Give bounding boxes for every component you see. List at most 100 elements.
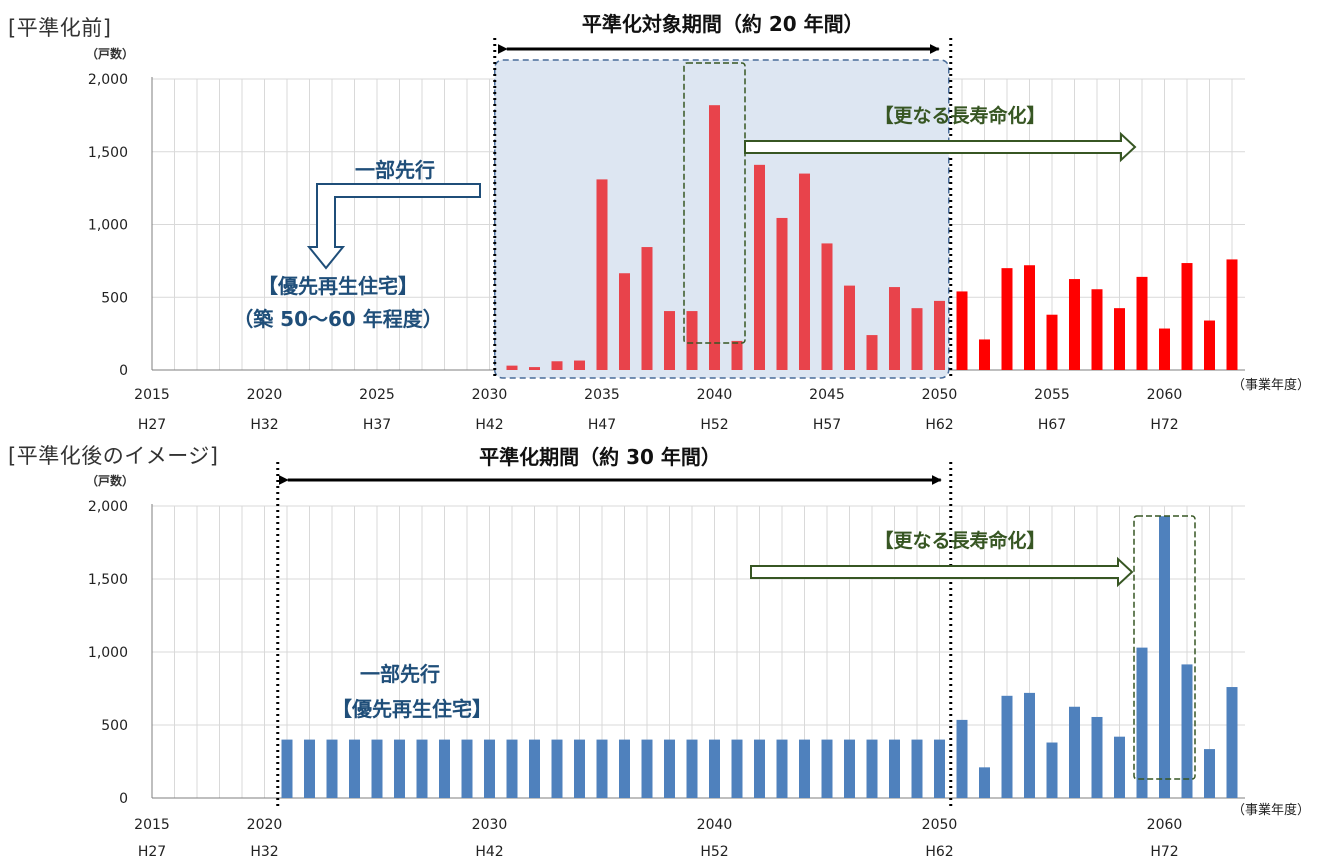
top-bar-2061 xyxy=(1181,263,1193,370)
bottom-bar-2054 xyxy=(1024,692,1035,798)
bottom-bar-2050 xyxy=(934,739,945,798)
top-chart-title: [平準化前] xyxy=(8,16,112,40)
bottom-bar-2031 xyxy=(506,739,518,798)
top-bar-2031 xyxy=(506,365,518,370)
top-ytick-label: 2,000 xyxy=(88,72,128,88)
top-bar-2060 xyxy=(1159,328,1170,370)
top-xtick-label: 2020 xyxy=(247,387,283,403)
bottom-bar-2055 xyxy=(1046,742,1058,798)
top-xtick-label: 2055 xyxy=(1034,387,1070,403)
bottom-ytick-label: 2,000 xyxy=(88,499,128,515)
bottom-xtick-wareki-label: H52 xyxy=(700,844,728,857)
top-bar-2036 xyxy=(619,273,630,370)
bottom-bar-2027 xyxy=(416,739,428,798)
bottom-ytick-label: 500 xyxy=(101,718,128,734)
bottom-xtick-label: 2015 xyxy=(134,817,170,833)
top-bar-2041 xyxy=(731,340,743,370)
bottom-ytick-label: 0 xyxy=(119,791,128,807)
top-bar-2042 xyxy=(754,164,765,370)
bottom-bar-2039 xyxy=(686,739,698,798)
top-bar-2049 xyxy=(911,308,923,370)
top-x-unit: （事業年度） xyxy=(1232,378,1311,393)
bottom-bar-2049 xyxy=(911,739,923,798)
top-chart-annotations: 平準化対象期間（約 20 年間） 【更なる長寿命化】一部先行【優先再生住宅】 （築 … xyxy=(233,12,1137,378)
bottom-xtick-label: 2060 xyxy=(1147,817,1183,833)
bottom-bar-2044 xyxy=(799,739,810,798)
top-bar-2044 xyxy=(799,173,810,370)
bottom-xtick-wareki-label: H32 xyxy=(250,844,278,857)
bottom-bar-2022 xyxy=(304,739,315,798)
bottom-priority-label: 【優先再生住宅】 xyxy=(332,697,492,721)
bottom-bar-2057 xyxy=(1091,716,1103,798)
top-bar-2035 xyxy=(596,179,608,370)
bottom-bar-2032 xyxy=(529,739,540,798)
top-y-unit: （戸数） xyxy=(86,47,135,61)
bottom-bar-2021 xyxy=(281,739,293,798)
bottom-chart-axis-labels: 0 500 1,000 1,500 2,000 2015 H27 2020 H32 2030 H42… xyxy=(88,499,1182,857)
top-xtick-label: 2030 xyxy=(472,387,508,403)
top-xtick-wareki-label: H57 xyxy=(813,417,841,433)
top-chart-axis-labels: 0 500 1,000 1,500 2,000 2015 H27 2020 H32 2025 H37… xyxy=(88,72,1182,433)
top-xtick-wareki-label: H27 xyxy=(138,417,166,433)
bottom-y-unit: （戸数） xyxy=(86,474,135,488)
top-bar-2054 xyxy=(1024,265,1035,370)
bottom-prolong-label: 【更なる長寿命化】 xyxy=(874,529,1045,552)
top-xtick-wareki-label: H37 xyxy=(363,417,391,433)
top-xtick-wareki-label: H42 xyxy=(475,417,503,433)
top-bar-2033 xyxy=(551,361,563,370)
bottom-bar-2023 xyxy=(326,739,338,798)
top-bar-2037 xyxy=(641,247,653,370)
top-xtick-label: 2025 xyxy=(359,387,395,403)
top-ytick-label: 500 xyxy=(101,290,128,306)
top-peak-highlight xyxy=(683,62,746,344)
bottom-prolong-arrow xyxy=(750,556,1134,588)
bottom-bar-2040 xyxy=(709,739,720,798)
bottom-bar-2046 xyxy=(844,739,855,798)
bottom-bar-2028 xyxy=(439,739,450,798)
bottom-bar-2051 xyxy=(956,719,968,798)
top-bar-2053 xyxy=(1001,268,1013,370)
bottom-xtick-label: 2020 xyxy=(247,817,283,833)
bottom-bar-2056 xyxy=(1069,706,1080,798)
top-bar-2056 xyxy=(1069,279,1080,370)
top-bar-2048 xyxy=(889,287,900,370)
bottom-bar-2029 xyxy=(461,739,473,798)
top-bar-2058 xyxy=(1114,308,1125,370)
bottom-bar-2059 xyxy=(1136,647,1148,798)
bottom-bar-2026 xyxy=(394,739,405,798)
bottom-bar-2061 xyxy=(1181,664,1193,798)
top-bar-2055 xyxy=(1046,314,1058,370)
bottom-advance-label: 一部先行 xyxy=(360,662,440,686)
bottom-bar-2034 xyxy=(574,739,585,798)
bottom-xtick-label: 2050 xyxy=(922,817,958,833)
top-target-period-shade xyxy=(494,59,950,379)
top-bar-2032 xyxy=(529,367,540,370)
top-xtick-wareki-label: H67 xyxy=(1038,417,1066,433)
bottom-bar-2060 xyxy=(1159,516,1170,798)
top-ytick-label: 1,000 xyxy=(88,218,128,234)
top-bar-2040 xyxy=(709,105,720,370)
bottom-chart-annotations: 平準化期間（約 30 年間） 【更なる長寿命化】一部先行【優先再生住宅】 xyxy=(276,445,1196,806)
bottom-chart-bars xyxy=(281,516,1238,798)
top-xtick-label: 2015 xyxy=(134,387,170,403)
top-xtick-label: 2035 xyxy=(584,387,620,403)
top-xtick-label: 2040 xyxy=(697,387,733,403)
bottom-bar-2035 xyxy=(596,739,608,798)
bottom-chart-grid xyxy=(151,504,1245,799)
top-prolong-label: 【更なる長寿命化】 xyxy=(874,104,1045,127)
bottom-peak-highlight xyxy=(1133,515,1196,780)
top-period-label: 平準化対象期間（約 20 年間） xyxy=(582,12,864,36)
bottom-bar-2045 xyxy=(821,739,833,798)
top-advance-label: 一部先行 xyxy=(355,158,435,182)
top-bar-2051 xyxy=(956,291,968,370)
bottom-bar-2043 xyxy=(776,739,788,798)
top-ytick-label: 0 xyxy=(119,363,128,379)
top-bar-2046 xyxy=(844,285,855,370)
top-bar-2063 xyxy=(1226,259,1238,370)
bottom-bar-2048 xyxy=(889,739,900,798)
bottom-bar-2053 xyxy=(1001,695,1013,798)
top-xtick-wareki-label: H72 xyxy=(1150,417,1178,433)
top-bar-2034 xyxy=(574,360,585,370)
bottom-x-unit: （事業年度） xyxy=(1232,803,1311,818)
top-priority-sub: （築 50～60 年程度） xyxy=(233,307,443,331)
